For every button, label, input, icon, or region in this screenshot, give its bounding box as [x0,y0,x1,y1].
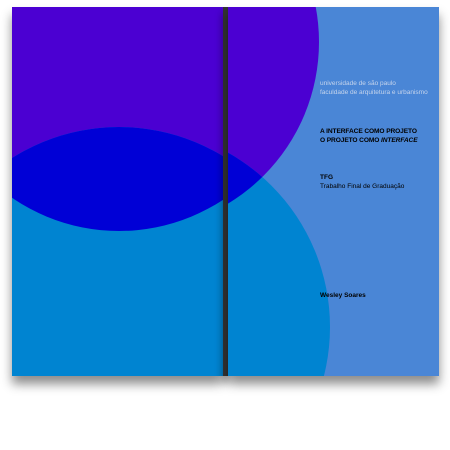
university-name: universidade de são paulo [320,80,396,87]
author-name: Wesley Soares [320,292,366,299]
title-line-2-prefix: O PROJETO COMO [320,137,382,144]
work-type-full: Trabalho Final de Graduação [320,183,405,190]
back-cover-circles [12,7,223,376]
front-cover-circles [228,7,439,376]
work-type-block: TFG Trabalho Final de Graduação [320,173,435,191]
back-cover [12,7,223,376]
cyan-circle [228,152,330,376]
violet-circle [228,7,319,204]
work-type-abbr: TFG [320,174,333,181]
book-spine [223,7,228,376]
institution-block: universidade de são paulo faculdade de a… [320,79,435,97]
title-line-2-emphasis: INTERFACE [381,137,418,144]
title-line-1: A INTERFACE COMO PROJETO [320,128,417,135]
title-line-2: O PROJETO COMO INTERFACE [320,136,435,145]
front-cover: universidade de são paulo faculdade de a… [228,7,439,376]
faculty-name: faculdade de arquitetura e urbanismo [320,89,428,96]
cover-title: A INTERFACE COMO PROJETO O PROJETO COMO … [320,127,435,145]
